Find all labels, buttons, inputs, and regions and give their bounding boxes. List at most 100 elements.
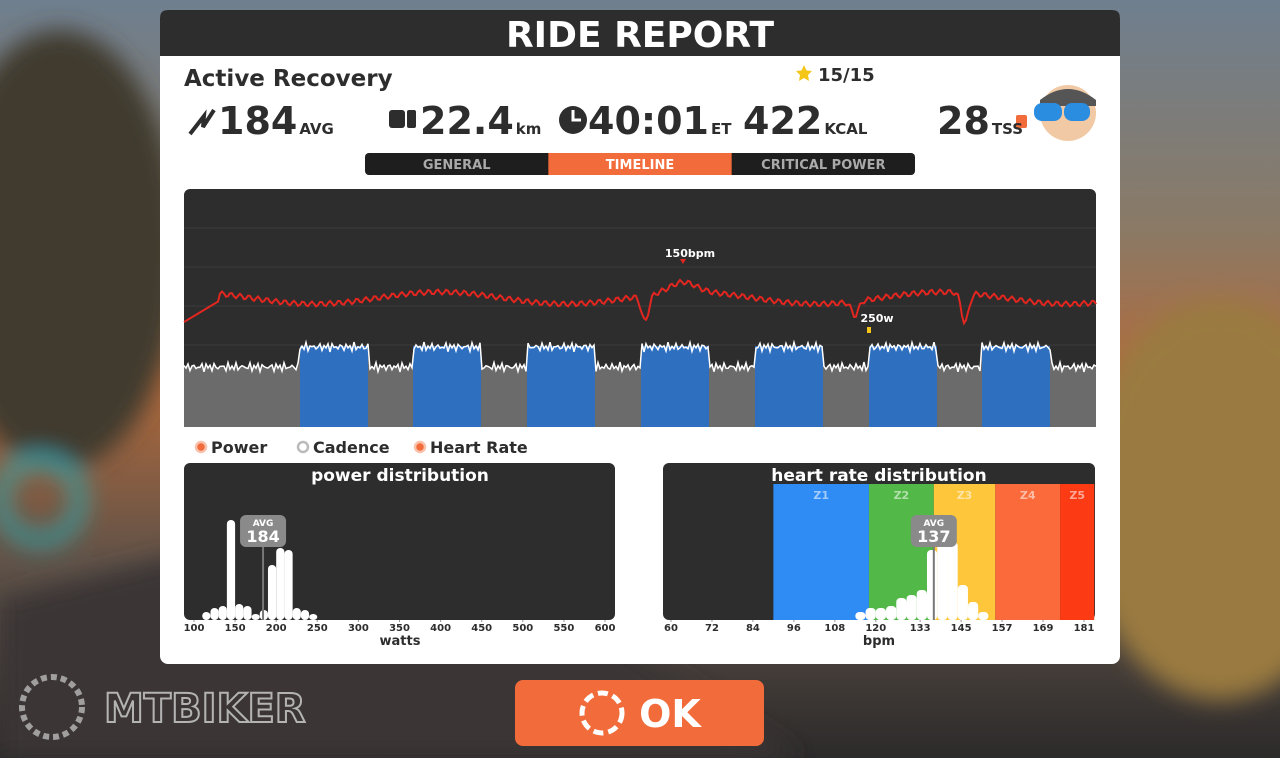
hist-bar bbox=[210, 608, 219, 620]
avg-badge bbox=[240, 515, 287, 547]
hist-bar bbox=[292, 608, 301, 620]
power-trace bbox=[183, 339, 1097, 375]
workout-name: Active Recovery bbox=[184, 66, 393, 92]
hist-bar bbox=[235, 604, 244, 620]
annotation: 150bpm bbox=[665, 247, 715, 260]
zone-label: Z3 bbox=[957, 489, 973, 502]
x-tick-label: 100 bbox=[184, 623, 205, 634]
dist-title: heart rate distribution bbox=[771, 466, 986, 486]
avg-value: 137 bbox=[917, 527, 950, 546]
avatar-glasses bbox=[1034, 103, 1062, 121]
stat-unit: KCAL bbox=[824, 120, 868, 138]
hr-peak-marker bbox=[680, 259, 686, 264]
distance-icon bbox=[389, 110, 405, 128]
stat-value: 28 bbox=[937, 99, 990, 143]
ok-button[interactable] bbox=[515, 680, 764, 746]
watermark-logo bbox=[19, 674, 85, 740]
x-tick-label: 550 bbox=[553, 623, 574, 634]
tab[interactable]: GENERAL bbox=[423, 158, 491, 173]
zone-label: Z4 bbox=[1020, 489, 1036, 502]
x-tick-label: 108 bbox=[824, 623, 845, 634]
heart-rate-trace bbox=[183, 278, 1097, 326]
watermark: MTBIKER bbox=[104, 686, 306, 732]
hist-bar bbox=[218, 606, 227, 620]
tab[interactable]: TIMELINE bbox=[606, 158, 674, 173]
hist-bar bbox=[937, 540, 948, 620]
stat-unit: TSS bbox=[992, 120, 1023, 138]
x-tick-label: 450 bbox=[471, 623, 492, 634]
clock-hands bbox=[571, 110, 581, 122]
hr-zone bbox=[773, 484, 869, 620]
legend-label[interactable]: Power bbox=[211, 438, 267, 457]
x-tick-label: 60 bbox=[664, 623, 678, 634]
hist-bar bbox=[875, 608, 887, 620]
hist-bar bbox=[276, 548, 285, 620]
button-logo bbox=[579, 690, 625, 736]
x-axis-label: watts bbox=[380, 634, 421, 649]
hist-bar bbox=[926, 550, 938, 620]
hist-bar bbox=[947, 542, 958, 620]
power-icon bbox=[188, 108, 216, 136]
avatar-glasses bbox=[1064, 103, 1090, 121]
x-tick-label: 200 bbox=[266, 623, 287, 634]
x-axis-label: bpm bbox=[863, 634, 895, 649]
hist-bar bbox=[906, 595, 917, 620]
legend-marker[interactable] bbox=[194, 440, 208, 454]
avg-badge bbox=[910, 515, 957, 547]
hist-bar bbox=[967, 602, 979, 620]
hist-bar bbox=[267, 565, 277, 620]
legend-marker[interactable] bbox=[413, 440, 427, 454]
power-area bbox=[184, 342, 1096, 427]
hist-bar bbox=[855, 612, 866, 620]
legend-marker[interactable] bbox=[296, 440, 310, 454]
x-tick-label: 133 bbox=[910, 623, 931, 634]
legend-label[interactable]: Cadence bbox=[313, 438, 390, 457]
avg-label: AVG bbox=[253, 519, 274, 529]
zone-label: Z5 bbox=[1069, 489, 1085, 502]
hist-bar bbox=[300, 610, 310, 620]
zone-label: Z1 bbox=[813, 489, 829, 502]
stat-value: 22.4 bbox=[420, 99, 514, 143]
x-tick-label: 500 bbox=[512, 623, 533, 634]
x-tick-label: 400 bbox=[430, 623, 451, 634]
hist-bar bbox=[896, 598, 907, 620]
distance-icon-part bbox=[407, 110, 416, 128]
hist-bar bbox=[243, 606, 252, 620]
x-tick-label: 96 bbox=[787, 623, 801, 634]
hist-bar bbox=[978, 612, 989, 620]
stat-unit: AVG bbox=[299, 120, 334, 138]
stars: 15/15 bbox=[818, 65, 875, 86]
x-tick-label: 300 bbox=[348, 623, 369, 634]
x-tick-label: 169 bbox=[1033, 623, 1054, 634]
tab-active bbox=[548, 153, 732, 175]
x-tick-label: 120 bbox=[865, 623, 886, 634]
interval-block bbox=[755, 346, 823, 427]
avg-label: AVG bbox=[923, 519, 944, 529]
x-tick-label: 157 bbox=[992, 623, 1013, 634]
avg-value: 184 bbox=[246, 527, 279, 546]
ok-label[interactable]: OK bbox=[639, 692, 702, 736]
hist-bar bbox=[226, 520, 236, 620]
tab[interactable]: CRITICAL POWER bbox=[761, 158, 885, 173]
hist-bar bbox=[916, 590, 927, 620]
stat-unit: km bbox=[516, 120, 542, 138]
interval-block bbox=[641, 346, 709, 427]
interval-block bbox=[300, 346, 368, 427]
x-tick-label: 145 bbox=[951, 623, 972, 634]
star-icon bbox=[796, 65, 812, 81]
interval-block bbox=[527, 346, 595, 427]
hr-zone bbox=[1060, 484, 1095, 620]
title: RIDE REPORT bbox=[506, 15, 775, 56]
hr-zone bbox=[995, 484, 1061, 620]
hist-bar bbox=[284, 550, 293, 620]
hist-bar bbox=[251, 614, 260, 620]
avatar-headband bbox=[1040, 89, 1096, 106]
dist-title: power distribution bbox=[311, 466, 489, 486]
legend-label[interactable]: Heart Rate bbox=[430, 438, 528, 457]
tss-info-icon bbox=[1016, 115, 1027, 128]
interval-block bbox=[869, 346, 937, 427]
interval-block bbox=[982, 346, 1050, 427]
annotation: 250w bbox=[860, 312, 893, 325]
x-tick-label: 150 bbox=[225, 623, 246, 634]
